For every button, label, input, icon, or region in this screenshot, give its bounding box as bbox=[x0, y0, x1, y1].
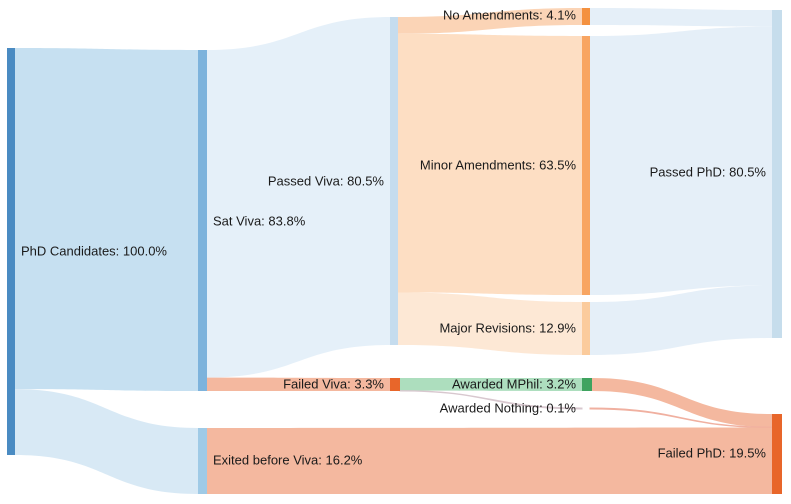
link-passed_viva-to-no_amend bbox=[398, 8, 582, 34]
link-passed_viva-to-minor bbox=[398, 33, 582, 295]
node-label-major: Major Revisions: 12.9% bbox=[439, 320, 576, 335]
link-minor-to-passed_phd bbox=[590, 26, 772, 295]
link-phd-to-sat bbox=[15, 48, 198, 391]
node-major bbox=[582, 302, 590, 355]
link-exited-to-failed_phd bbox=[207, 427, 772, 494]
node-no_amend bbox=[582, 8, 590, 25]
link-phd-to-exited bbox=[15, 389, 198, 494]
link-sat-to-failed_viva bbox=[207, 377, 390, 391]
node-label-phd: PhD Candidates: 100.0% bbox=[21, 243, 167, 258]
labels-layer: PhD Candidates: 100.0% Sat Viva: 83.8% Exi… bbox=[21, 7, 766, 467]
node-label-minor: Minor Amendments: 63.5% bbox=[420, 157, 577, 172]
node-label-failed_viva: Failed Viva: 3.3% bbox=[283, 376, 384, 391]
node-label-no_amend: No Amendments: 4.1% bbox=[443, 7, 576, 22]
node-label-passed_viva: Passed Viva: 80.5% bbox=[268, 173, 385, 188]
node-mphil bbox=[582, 378, 592, 391]
node-passed_phd bbox=[772, 10, 782, 338]
link-passed_viva-to-major bbox=[398, 292, 582, 355]
link-sat-to-passed_viva bbox=[207, 17, 390, 378]
node-label-passed_phd: Passed PhD: 80.5% bbox=[650, 164, 767, 179]
node-passed_viva bbox=[390, 17, 398, 345]
node-minor bbox=[582, 36, 590, 295]
node-label-exited: Exited before Viva: 16.2% bbox=[213, 452, 363, 467]
node-phd bbox=[7, 48, 15, 455]
node-label-nothing: Awarded Nothing: 0.1% bbox=[440, 400, 577, 415]
links-layer bbox=[15, 8, 773, 494]
node-sat bbox=[198, 50, 207, 391]
link-major-to-passed_phd bbox=[590, 285, 772, 355]
link-mphil-to-failed_phd bbox=[592, 378, 772, 428]
nodes-layer bbox=[7, 8, 782, 494]
node-exited bbox=[198, 428, 207, 494]
link-failed_viva-to-mphil bbox=[400, 378, 582, 391]
node-label-failed_phd: Failed PhD: 19.5% bbox=[658, 445, 767, 460]
node-label-mphil: Awarded MPhil: 3.2% bbox=[452, 376, 576, 391]
link-failed_viva-to-nothing bbox=[399, 390, 583, 410]
node-label-sat: Sat Viva: 83.8% bbox=[213, 213, 306, 228]
link-no_amend-to-passed_phd bbox=[590, 8, 772, 27]
node-failed_viva bbox=[390, 378, 400, 391]
node-failed_phd bbox=[772, 414, 782, 494]
